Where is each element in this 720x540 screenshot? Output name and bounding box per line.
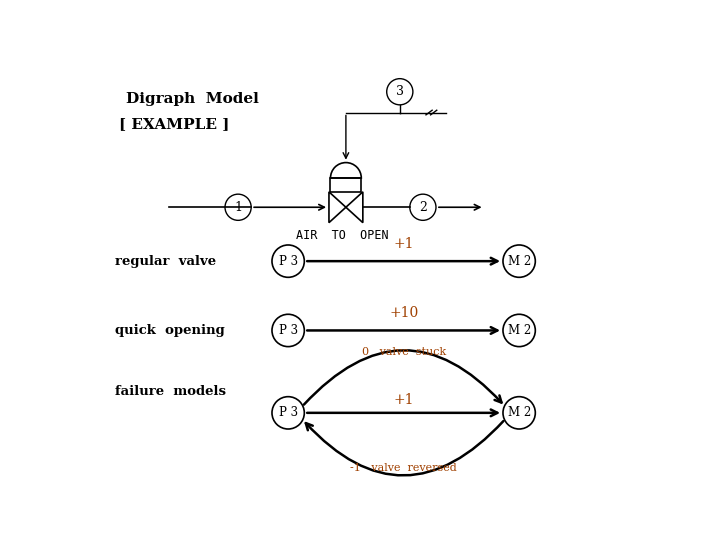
Text: Digraph  Model: Digraph Model [127,92,259,106]
Text: P 3: P 3 [279,255,297,268]
FancyArrowPatch shape [306,421,503,475]
Text: M 2: M 2 [508,255,531,268]
Text: 0   valve  stuck: 0 valve stuck [361,347,446,357]
Text: 2: 2 [419,201,427,214]
Text: failure  models: failure models [115,385,226,398]
Text: +1: +1 [393,393,414,407]
Text: AIR  TO  OPEN: AIR TO OPEN [296,229,388,242]
Text: 3: 3 [396,85,404,98]
Text: P 3: P 3 [279,406,297,420]
Text: M 2: M 2 [508,324,531,337]
Text: +1: +1 [393,237,414,251]
Text: +10: +10 [389,306,418,320]
Text: regular  valve: regular valve [115,255,216,268]
Text: -1   valve  reversed: -1 valve reversed [350,463,457,473]
Text: M 2: M 2 [508,406,531,420]
Text: P 3: P 3 [279,324,297,337]
FancyArrowPatch shape [304,350,502,404]
Text: quick  opening: quick opening [115,324,225,337]
Text: 1: 1 [234,201,242,214]
Text: [ EXAMPLE ]: [ EXAMPLE ] [119,117,229,131]
